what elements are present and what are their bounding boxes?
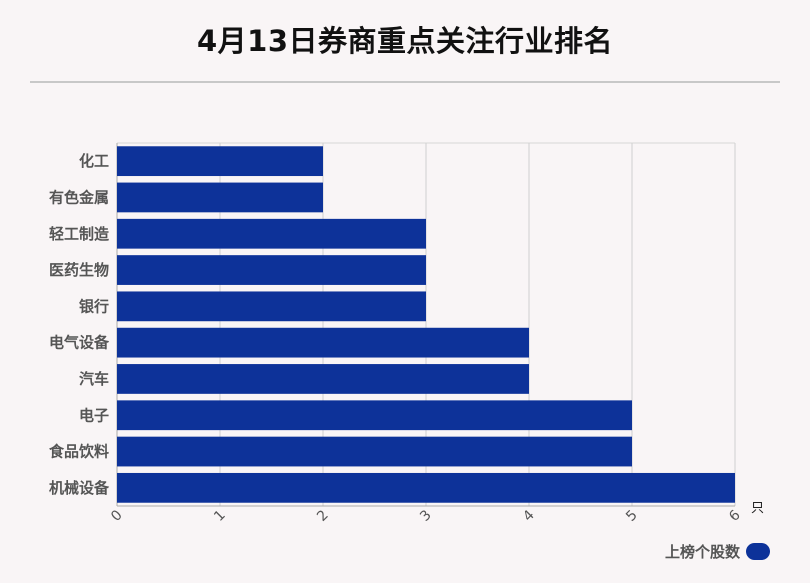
bars [117,146,735,503]
tick-labels: 0 1 2 3 4 5 6 [108,507,744,525]
category-label: 汽车 [79,370,109,388]
x-tick-label: 6 [726,507,744,525]
bar[interactable] [117,255,426,285]
bar[interactable] [117,400,632,431]
bar[interactable] [117,327,529,358]
category-label: 电气设备 [49,334,110,352]
x-tick-label: 0 [108,507,126,525]
x-axis-unit: 只 [751,501,764,516]
bar[interactable] [117,291,426,322]
category-label: 有色金属 [49,188,109,206]
bar[interactable] [117,364,529,394]
x-tick-label: 1 [211,507,229,525]
category-label: 食品饮料 [49,443,109,461]
category-label: 医药生物 [49,261,109,279]
title-divider [30,81,780,83]
bar[interactable] [117,218,426,249]
legend[interactable]: 上榜个股数 [665,541,770,562]
category-label: 化工 [79,152,109,170]
x-tick-label: 4 [520,507,538,525]
x-tick-label: 5 [623,507,641,525]
category-label: 轻工制造 [49,225,109,243]
x-tick-label: 2 [314,507,332,525]
category-label: 机械设备 [49,479,110,497]
legend-label: 上榜个股数 [664,543,740,561]
legend-swatch [746,543,770,560]
bar[interactable] [117,472,735,503]
category-label: 电子 [79,406,109,424]
bar[interactable] [117,436,632,467]
chart-title: 4月13日券商重点关注行业排名 [196,24,614,58]
bar[interactable] [117,182,323,213]
category-label: 银行 [79,297,109,315]
bar[interactable] [117,146,323,177]
x-tick-label: 3 [417,507,435,525]
